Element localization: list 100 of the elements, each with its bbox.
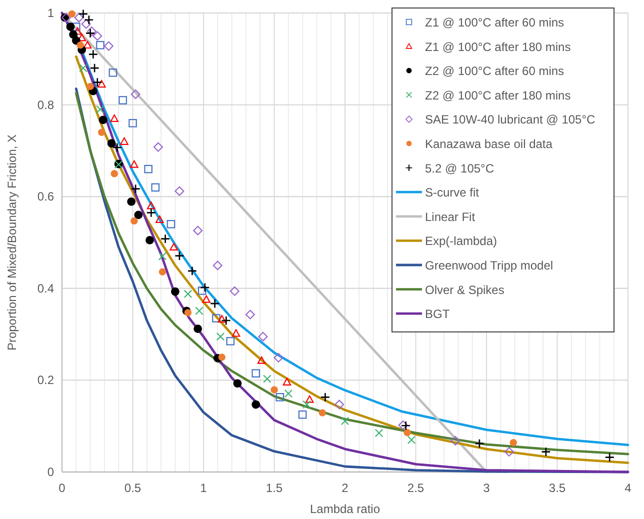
point	[108, 68, 118, 77]
x-tick-label: 1	[200, 481, 208, 495]
point	[96, 40, 104, 50]
x-tick-label: 3	[483, 481, 490, 495]
legend-label: 5.2 @ 105°C	[425, 161, 494, 176]
point	[298, 410, 307, 419]
point	[72, 22, 80, 31]
point	[158, 268, 166, 276]
legend-label: Olver & Spikes	[425, 282, 504, 297]
y-tick-label: 0.6	[37, 190, 54, 204]
point	[282, 378, 292, 386]
point	[171, 287, 180, 296]
point	[96, 105, 104, 114]
point	[166, 220, 176, 228]
point	[98, 128, 106, 136]
point	[81, 19, 91, 29]
y-tick-label: 0	[47, 465, 54, 479]
point	[398, 420, 408, 430]
point	[302, 400, 311, 409]
point	[230, 286, 240, 296]
point	[97, 80, 106, 88]
point	[92, 77, 102, 88]
point	[305, 395, 314, 403]
point	[134, 210, 143, 220]
point	[400, 420, 411, 430]
x-tick-label: 3.5	[548, 481, 566, 495]
point	[130, 160, 138, 168]
point	[112, 142, 122, 152]
point	[212, 314, 220, 322]
point	[174, 250, 184, 261]
point	[541, 446, 551, 457]
point	[270, 386, 278, 394]
legend-label: Z2 @ 100°C after 180 mins	[425, 88, 571, 102]
point	[320, 392, 330, 402]
point	[252, 369, 260, 378]
y-tick-label: 0.8	[37, 98, 54, 112]
point	[74, 12, 84, 22]
point	[340, 416, 350, 426]
point	[144, 164, 152, 174]
point	[158, 252, 167, 260]
point	[155, 215, 164, 223]
point	[146, 208, 156, 218]
point	[170, 242, 178, 251]
point	[90, 63, 100, 73]
point	[151, 183, 160, 192]
legend-label: Z1 @ 100°C after 60 mins	[425, 16, 564, 30]
point	[198, 286, 206, 295]
point	[128, 119, 137, 128]
point	[216, 332, 225, 341]
point	[86, 82, 94, 90]
point	[263, 374, 272, 383]
point	[212, 260, 222, 270]
legend-label: Exp(-lambda)	[425, 234, 498, 248]
point	[604, 452, 614, 462]
point	[334, 400, 344, 410]
point	[130, 89, 140, 99]
point	[504, 447, 514, 457]
point	[107, 139, 116, 148]
point	[130, 217, 138, 225]
point	[407, 436, 416, 444]
point	[120, 137, 128, 145]
point	[232, 329, 240, 337]
point	[404, 428, 411, 436]
x-tick-label: 0.5	[124, 481, 142, 495]
legend-label: Z1 @ 100°C after 180 mins	[425, 40, 571, 54]
point	[187, 266, 198, 276]
point	[474, 438, 484, 448]
point	[98, 116, 108, 124]
point	[66, 22, 75, 31]
y-tick-label: 1	[47, 6, 54, 20]
point	[258, 332, 268, 342]
point	[202, 295, 210, 303]
point	[450, 436, 460, 446]
point	[252, 400, 260, 409]
point	[184, 290, 192, 298]
y-axis-title: Proportion of Mixed/Boundary Friction, X	[5, 134, 19, 351]
x-axis-title: Lambda ratio	[310, 502, 380, 516]
x-tick-label: 2.5	[407, 481, 424, 495]
point	[274, 352, 284, 362]
point	[200, 282, 210, 292]
point	[194, 324, 202, 333]
point	[210, 298, 220, 308]
point	[221, 316, 231, 326]
x-tick-label: 4	[624, 481, 632, 495]
point	[153, 142, 163, 152]
legend-label: BGT	[425, 307, 450, 322]
point	[193, 226, 203, 236]
legend-label: Greenwood Tripp model	[425, 258, 554, 272]
point	[88, 49, 98, 60]
point	[284, 389, 293, 398]
point	[160, 234, 170, 244]
point	[146, 202, 156, 210]
point	[146, 236, 154, 244]
point	[174, 186, 184, 196]
point	[245, 310, 255, 320]
point	[257, 356, 266, 364]
point	[195, 306, 204, 316]
point	[130, 184, 140, 194]
y-tick-label: 0.2	[37, 373, 54, 388]
legend-label: SAE 10W-40 lubricant @ 105°C	[425, 112, 596, 127]
